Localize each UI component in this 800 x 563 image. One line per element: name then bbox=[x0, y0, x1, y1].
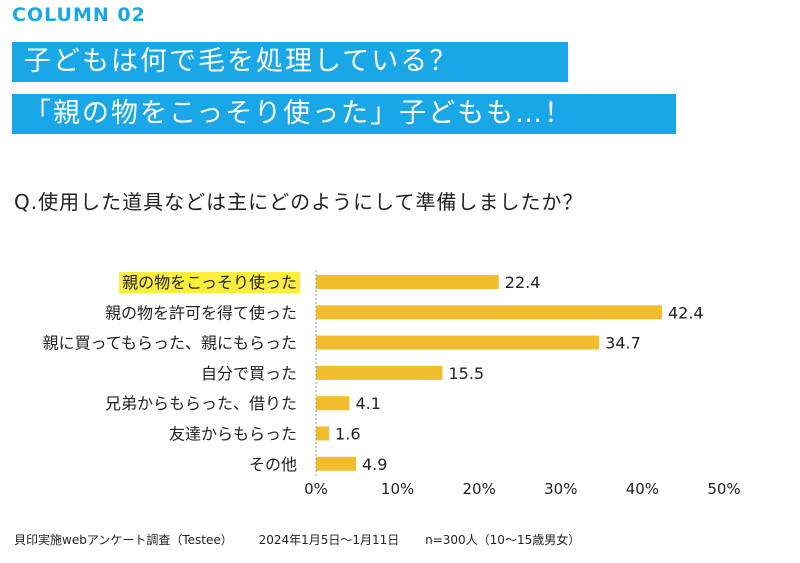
value-label: 22.4 bbox=[505, 273, 541, 292]
bar bbox=[316, 365, 443, 380]
category-label: その他 bbox=[249, 455, 297, 474]
value-label: 34.7 bbox=[605, 334, 641, 353]
value-label: 42.4 bbox=[668, 303, 704, 322]
x-tick-label: 20% bbox=[463, 480, 496, 498]
x-tick-label: 0% bbox=[304, 480, 328, 498]
category-label: 親の物を許可を得て使った bbox=[105, 303, 297, 322]
category-label: 自分で買った bbox=[201, 364, 297, 383]
footer-note: 貝印実施webアンケート調査（Testee） 2024年1月5日〜1月11日 n… bbox=[14, 531, 602, 548]
bar bbox=[316, 396, 350, 411]
bar bbox=[316, 456, 356, 471]
bar bbox=[316, 305, 662, 320]
value-label: 15.5 bbox=[448, 364, 484, 383]
footer-sample: n=300人（10〜15歳男女） bbox=[425, 533, 581, 547]
x-tick-label: 40% bbox=[626, 480, 659, 498]
x-tick-label: 50% bbox=[707, 480, 740, 498]
category-label: 親に買ってもらった、親にもらった bbox=[43, 334, 297, 353]
footer-source: 貝印実施webアンケート調査（Testee） bbox=[14, 533, 233, 547]
bar bbox=[316, 275, 499, 289]
value-label: 4.1 bbox=[355, 394, 380, 413]
category-label: 友達からもらった bbox=[169, 425, 297, 444]
category-highlight bbox=[119, 272, 300, 293]
title-line-1: 子どもは何で毛を処理している？ bbox=[12, 42, 568, 82]
bar bbox=[316, 335, 600, 350]
survey-question: Q.使用した道具などは主にどのようにして準備しましたか？ bbox=[14, 190, 584, 214]
column-label: COLUMN 02 bbox=[12, 4, 146, 26]
value-label: 1.6 bbox=[335, 425, 360, 444]
bar bbox=[316, 426, 330, 441]
footer-date: 2024年1月5日〜1月11日 bbox=[258, 533, 400, 547]
category-label: 兄弟からもらった、借りた bbox=[105, 394, 297, 413]
title-line-2: 「親の物をこっそり使った」子どもも…！ bbox=[12, 94, 676, 134]
value-label: 4.9 bbox=[362, 455, 387, 474]
x-tick-label: 10% bbox=[381, 480, 414, 498]
category-label: 親の物をこっそり使った bbox=[122, 273, 297, 292]
x-tick-label: 30% bbox=[544, 480, 577, 498]
